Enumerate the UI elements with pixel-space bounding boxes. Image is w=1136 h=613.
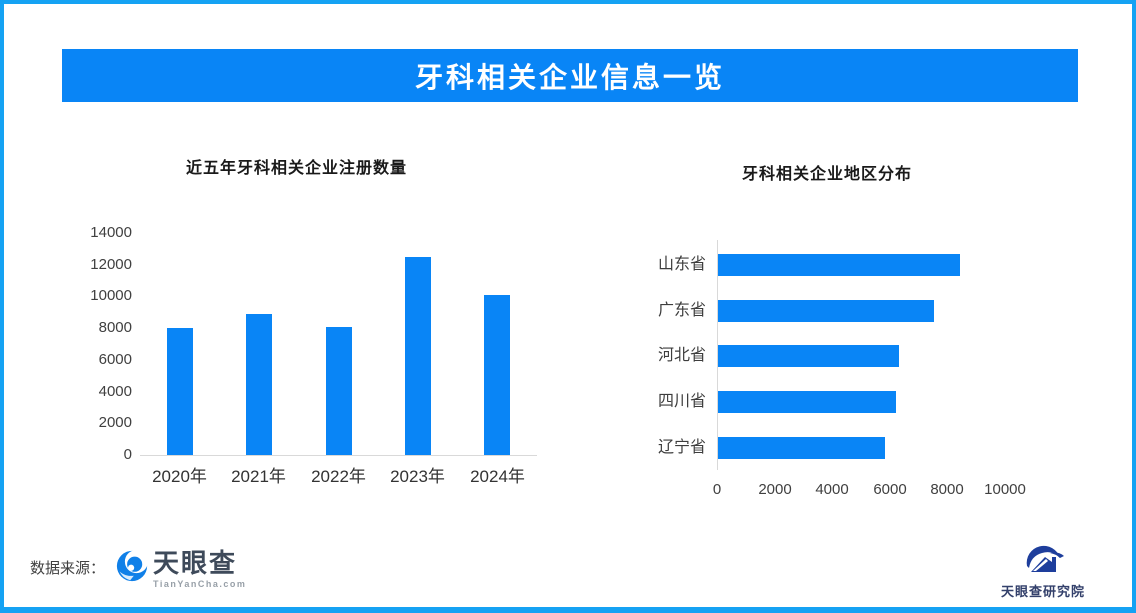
page-title: 牙科相关企业信息一览 (414, 61, 725, 93)
x-tick-label: 10000 (984, 481, 1026, 498)
brand-name: 天眼查 (153, 548, 238, 578)
x-tick-label: 6000 (873, 481, 907, 498)
bar-山东省 (718, 254, 960, 276)
title-banner: 牙科相关企业信息一览 (62, 49, 1078, 102)
bar-2023年 (405, 257, 431, 455)
y-category-label: 山东省 (657, 256, 706, 273)
tianyancha-logo-icon (116, 550, 148, 582)
bar-辽宁省 (718, 437, 885, 459)
bar-2022年 (326, 327, 352, 455)
bar-2020年 (167, 328, 193, 455)
x-tick-label: 4000 (815, 481, 849, 498)
brand-domain: TianYanCha.com (153, 579, 247, 589)
y-tick-label: 0 (123, 446, 132, 463)
bar-2021年 (246, 314, 272, 455)
y-tick-label: 2000 (98, 414, 132, 432)
y-category-label: 辽宁省 (657, 439, 706, 456)
brand-text-block: 天眼查 TianYanCha.com (153, 550, 246, 589)
right-chart-title: 牙科相关企业地区分布 (742, 166, 913, 183)
data-source-label: 数据来源： (30, 560, 106, 577)
bar-广东省 (718, 300, 934, 322)
x-category-label: 2021年 (231, 467, 286, 486)
bar-河北省 (718, 345, 899, 367)
x-category-label: 2023年 (390, 467, 445, 486)
x-category-label: 2020年 (152, 467, 207, 486)
x-tick-label: 8000 (930, 481, 964, 498)
y-tick-label: 12000 (90, 255, 132, 273)
y-tick-label: 8000 (98, 319, 132, 337)
y-category-label: 河北省 (657, 347, 706, 364)
y-tick-label: 6000 (98, 350, 132, 368)
tianyancha-logo: 天眼查 TianYanCha.com (116, 550, 246, 589)
x-tick-label: 2000 (758, 481, 792, 498)
institute-name: 天眼查研究院 (1000, 584, 1085, 599)
x-category-label: 2024年 (470, 467, 525, 486)
y-tick-label: 10000 (90, 287, 132, 305)
y-category-label: 四川省 (657, 393, 706, 410)
bar-四川省 (718, 391, 896, 413)
x-category-label: 2022年 (311, 467, 366, 486)
y-tick-label: 4000 (98, 382, 132, 400)
institute-logo-icon (1026, 545, 1064, 572)
y-category-label: 广东省 (657, 302, 706, 319)
bar-2024年 (484, 295, 510, 455)
y-tick-label: 14000 (90, 224, 132, 241)
institute-logo: 天眼查研究院 (995, 540, 1091, 600)
x-tick-label: 0 (712, 481, 722, 498)
left-chart-title: 近五年牙科相关企业注册数量 (186, 160, 408, 177)
x-axis-line (140, 455, 537, 456)
y-axis-line (717, 240, 718, 470)
